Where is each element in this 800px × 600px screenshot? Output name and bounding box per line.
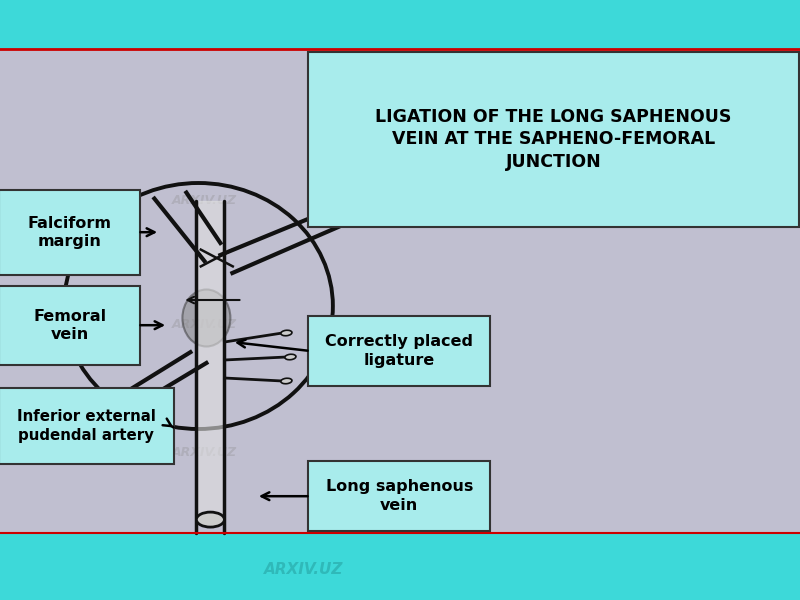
Text: ARXIV.UZ: ARXIV.UZ [171, 194, 237, 208]
Text: LIGATION OF THE LONG SAPHENOUS
VEIN AT THE SAPHENO-FEMORAL
JUNCTION: LIGATION OF THE LONG SAPHENOUS VEIN AT T… [375, 108, 732, 170]
Text: Long saphenous
vein: Long saphenous vein [326, 479, 473, 513]
FancyBboxPatch shape [0, 0, 800, 49]
Text: Correctly placed
ligature: Correctly placed ligature [325, 334, 474, 368]
FancyBboxPatch shape [308, 316, 490, 386]
Text: Femoral
vein: Femoral vein [33, 308, 106, 342]
FancyBboxPatch shape [0, 388, 174, 464]
Text: Inferior external
pudendal artery: Inferior external pudendal artery [17, 409, 156, 443]
Ellipse shape [281, 330, 292, 336]
Text: ARXIV.UZ: ARXIV.UZ [171, 446, 237, 460]
FancyBboxPatch shape [308, 461, 490, 531]
FancyBboxPatch shape [0, 49, 800, 533]
Ellipse shape [281, 378, 292, 384]
FancyBboxPatch shape [0, 190, 140, 275]
FancyBboxPatch shape [0, 533, 800, 600]
Ellipse shape [285, 354, 296, 360]
Text: ARXIV.UZ: ARXIV.UZ [264, 562, 344, 577]
Text: ARXIV.UZ: ARXIV.UZ [171, 317, 237, 331]
FancyBboxPatch shape [308, 52, 799, 227]
Ellipse shape [85, 419, 98, 427]
FancyBboxPatch shape [0, 286, 140, 365]
Ellipse shape [197, 512, 224, 527]
Ellipse shape [182, 289, 230, 346]
Text: Falciform
margin: Falciform margin [28, 215, 112, 250]
